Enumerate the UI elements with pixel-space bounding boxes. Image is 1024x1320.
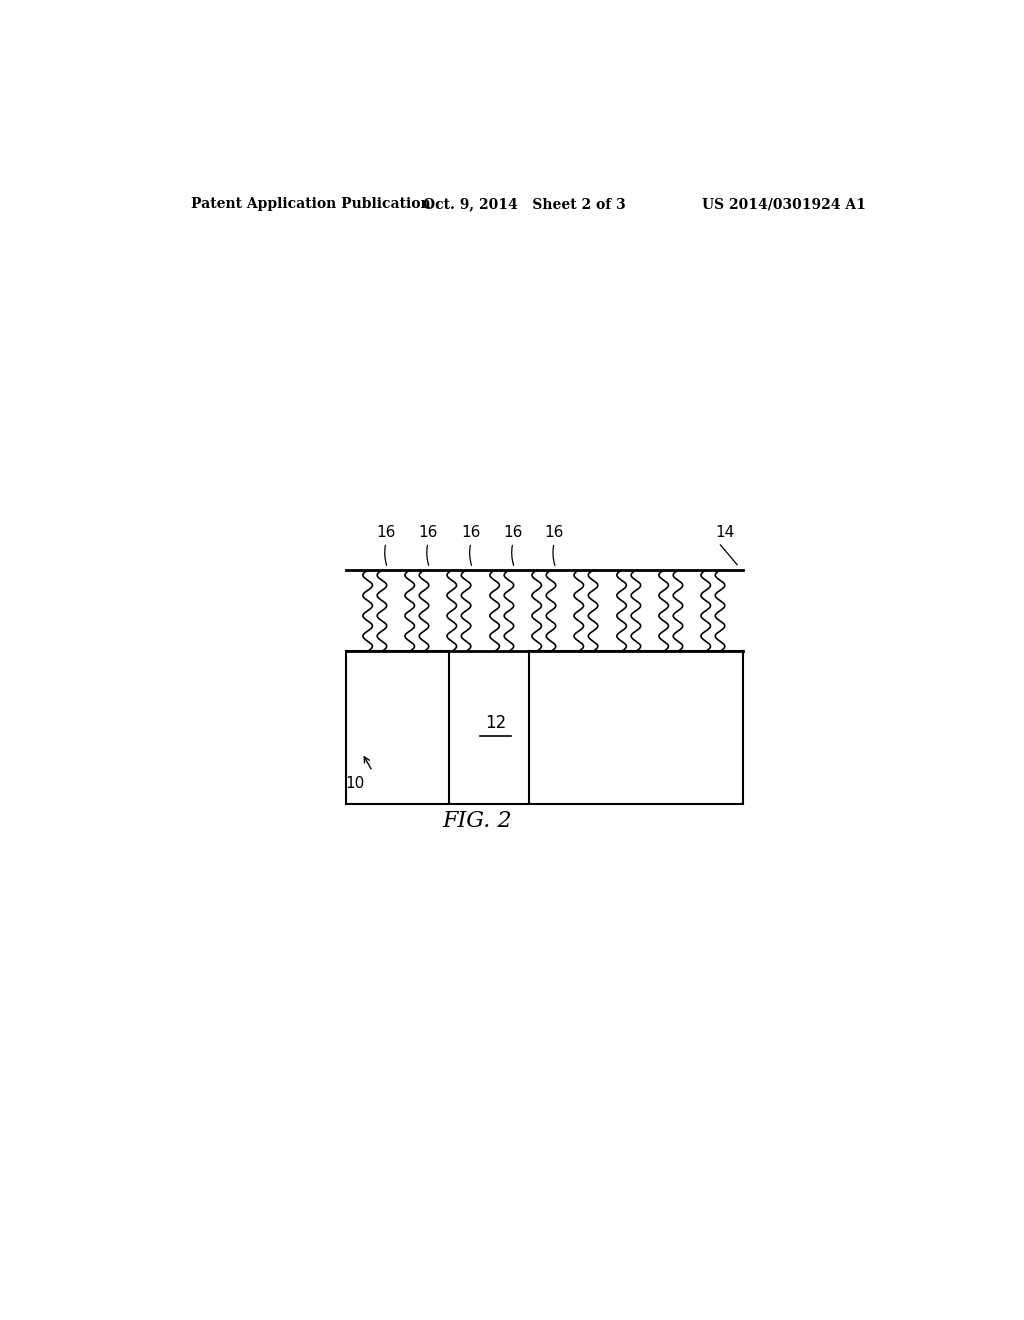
Text: Patent Application Publication: Patent Application Publication bbox=[191, 197, 431, 211]
Text: 12: 12 bbox=[484, 714, 506, 731]
Text: US 2014/0301924 A1: US 2014/0301924 A1 bbox=[702, 197, 866, 211]
Text: 16: 16 bbox=[545, 524, 564, 540]
Text: 16: 16 bbox=[461, 524, 480, 540]
Text: 16: 16 bbox=[503, 524, 522, 540]
Text: 10: 10 bbox=[345, 776, 365, 791]
Text: 16: 16 bbox=[418, 524, 437, 540]
Bar bbox=[528, 651, 743, 804]
Text: 16: 16 bbox=[376, 524, 395, 540]
Bar bbox=[346, 651, 450, 804]
Text: FIG. 2: FIG. 2 bbox=[442, 810, 512, 832]
Text: Oct. 9, 2014   Sheet 2 of 3: Oct. 9, 2014 Sheet 2 of 3 bbox=[424, 197, 626, 211]
Text: 14: 14 bbox=[715, 524, 734, 540]
